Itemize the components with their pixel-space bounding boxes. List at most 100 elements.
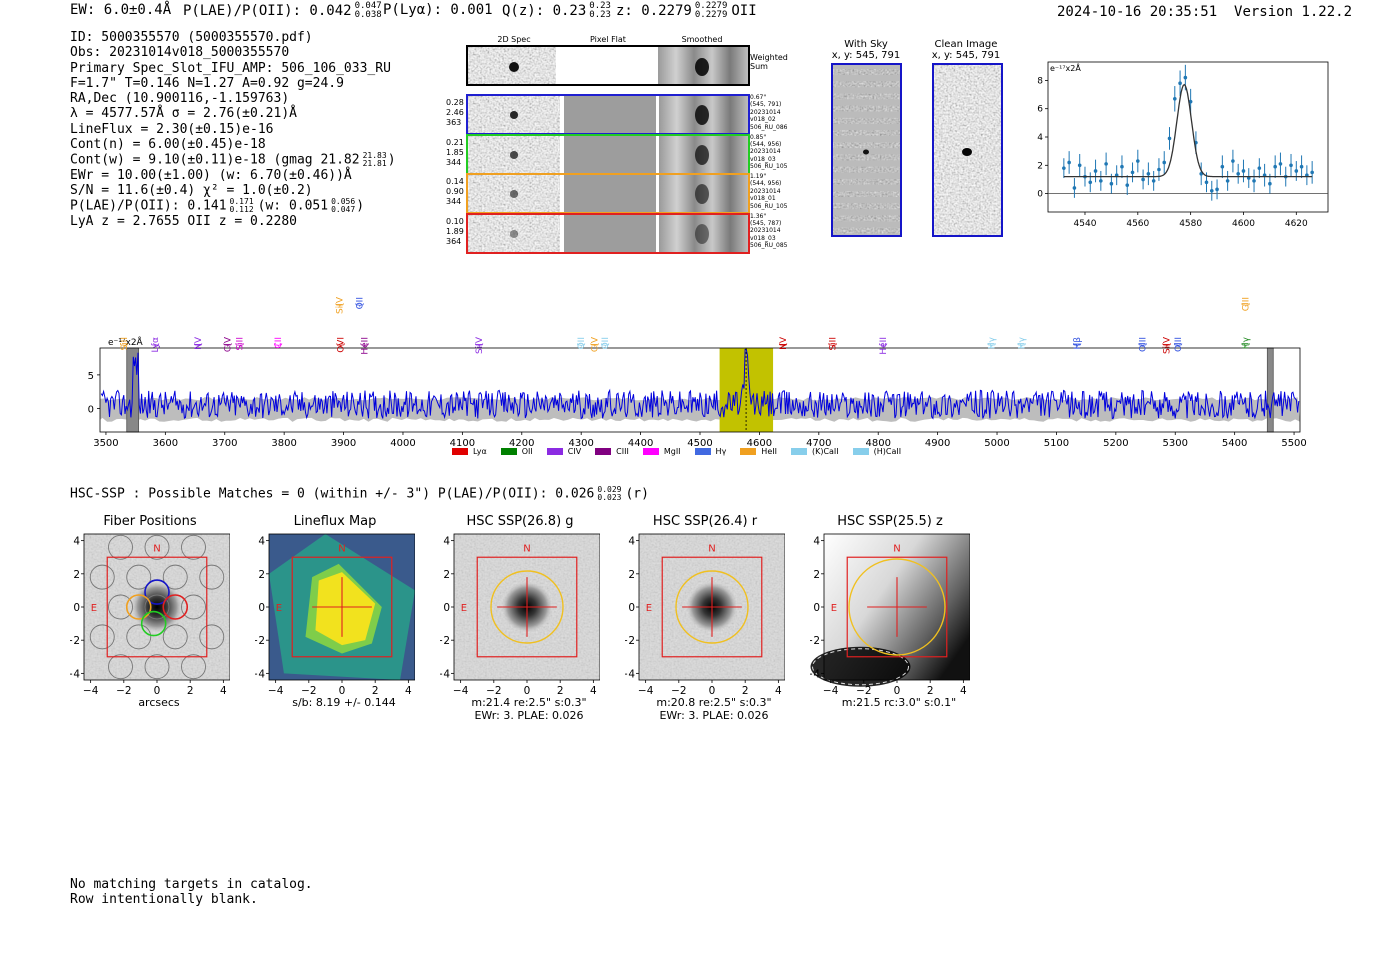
y-tick-label: −4: [810, 668, 820, 680]
aperture-circle: [675, 570, 749, 644]
footer-line1: No matching targets in catalog.: [70, 877, 313, 892]
emission-line-label: CII: [274, 337, 284, 349]
data-point: [1215, 187, 1219, 192]
data-point: [1088, 180, 1093, 185]
gaussian-fit: [1063, 83, 1313, 178]
y-tick-label: 6: [1037, 105, 1043, 115]
x-tick-label: 3700: [212, 438, 237, 449]
neighbor-ellipse: [812, 648, 909, 686]
y-tick-label: 4: [813, 536, 820, 548]
header-ew: EW: 6.0±0.4Å: [70, 2, 172, 18]
emission-line-label: HeII: [879, 337, 889, 355]
info-contw-sup: 21.83: [362, 151, 387, 161]
emission-line-brace: {: [1241, 302, 1251, 308]
sky-fiber-row: [833, 166, 900, 173]
sky-fiber-row: [833, 93, 900, 100]
emission-line-label: Lyα: [151, 337, 161, 353]
info-plae-sup: 0.171: [229, 197, 254, 207]
x-tick-label: −4: [83, 685, 99, 697]
row-right-label: (545, 791): [750, 101, 782, 109]
row-smooth: [659, 214, 748, 252]
y-tick-label: −2: [810, 635, 820, 647]
x-tick-label: 4600: [1232, 219, 1255, 229]
emission-line-brace: {: [274, 342, 284, 348]
x-tick-label: 5000: [984, 438, 1009, 449]
east-label: E: [831, 603, 837, 614]
data-point: [1289, 163, 1293, 168]
sky-fiber-row: [833, 117, 900, 124]
fiber-fourth: [162, 594, 189, 620]
header-timestamp: 2024-10-16 20:35:51 Version 1.22.2: [1057, 4, 1352, 20]
y-tick-label: 0: [88, 404, 94, 415]
data-point: [1178, 81, 1182, 86]
x-tick-label: 5500: [1281, 438, 1306, 449]
fiber-second: [140, 610, 167, 637]
emission-line-brace: {: [779, 342, 789, 348]
emission-line-label: SiII: [236, 337, 246, 351]
emission-line-brace: {: [224, 342, 234, 348]
sky-fiber-row: [833, 105, 900, 112]
legend-item: HeII: [740, 447, 777, 456]
cutout-row-right-labels: 1.19" (544, 956) 20231014 v018_01 506_RU_105: [750, 173, 787, 210]
header-z-sup: 0.2279: [694, 1, 728, 11]
info-contn: Cont(n) = 6.00(±0.45)e-18: [70, 137, 266, 153]
panel-title: HSC SSP(26.4) r: [652, 514, 758, 529]
row-left-label: 0.28: [446, 98, 464, 107]
data-point: [1172, 96, 1177, 101]
x-tick-label: 4560: [1126, 219, 1149, 229]
cutout-row-1: [466, 94, 750, 135]
data-point: [1188, 99, 1193, 104]
emission-line-brace: {: [1162, 342, 1172, 348]
header-qz-sub: 0.23: [589, 10, 611, 20]
clean-image-svg: [934, 65, 1001, 235]
x-tick-label: 3500: [93, 438, 118, 449]
fiber-circle: [108, 534, 133, 560]
emission-line-label: SiIV: [1162, 336, 1172, 354]
emission-line-brace: {: [120, 342, 130, 348]
fiber-circle: [199, 624, 225, 650]
row-left-label: 344: [446, 157, 462, 167]
fiber-primary: [144, 579, 170, 605]
header-z-sub: 0.2279: [694, 10, 728, 20]
fiber-circle: [126, 564, 152, 590]
emission-line-label: OII: [577, 337, 587, 349]
with-sky-title: With Sky: [844, 39, 888, 50]
data-point: [1236, 171, 1240, 176]
emission-line-brace: {: [337, 342, 347, 348]
row-right-label: 1.19": [750, 173, 767, 180]
row-right-label: (545, 787): [750, 219, 782, 227]
sky-fiber-row: [833, 81, 900, 88]
info-primary: Primary Spec_Slot_IFU_AMP: 506_106_033_R…: [70, 60, 391, 76]
ws-smooth-source: [695, 58, 709, 76]
emission-line-brace: {: [601, 342, 611, 348]
sky-fiber-row: [833, 142, 900, 149]
x-tick-label: 4300: [568, 438, 593, 449]
emission-line-brace: {: [356, 302, 366, 308]
legend-label: CIV: [567, 447, 582, 456]
data-point: [1209, 188, 1214, 193]
emission-line-brace: {: [1139, 342, 1149, 348]
fiber-circle: [89, 564, 115, 590]
fiber-circle: [144, 534, 170, 560]
data-point: [1268, 181, 1272, 186]
legend-label: CIII: [616, 447, 629, 456]
line-fit-chart: 4540 4560 4580 4600 4620 0 2 4 6 8 e⁻¹⁷x2Å: [1037, 61, 1329, 229]
info-fparams: F=1.7" T=0.146 N=1.27 A=0.92 g=24.9: [70, 75, 344, 91]
x-tick-label: 4: [405, 685, 412, 697]
data-point: [1141, 177, 1145, 182]
sky-fiber-row: [833, 130, 900, 136]
sky-fiber-row: [833, 191, 900, 197]
data-point: [1109, 181, 1114, 186]
emission-line-brace: {: [475, 342, 485, 348]
info-contw-sub: 21.81: [362, 159, 387, 169]
row-smooth-source: [695, 105, 709, 125]
y-tick-label: 0: [73, 602, 80, 614]
x-tick-label: 0: [524, 685, 531, 697]
y-tick-label: 2: [628, 569, 635, 581]
data-point: [1225, 179, 1230, 183]
emission-line-brace: {: [1017, 342, 1027, 348]
row-right-label: v018_01: [750, 195, 776, 203]
emission-line-brace: {: [151, 342, 161, 348]
x-tick-label: 4540: [1074, 219, 1097, 229]
footer: No matching targets in catalog. Row inte…: [70, 877, 313, 907]
